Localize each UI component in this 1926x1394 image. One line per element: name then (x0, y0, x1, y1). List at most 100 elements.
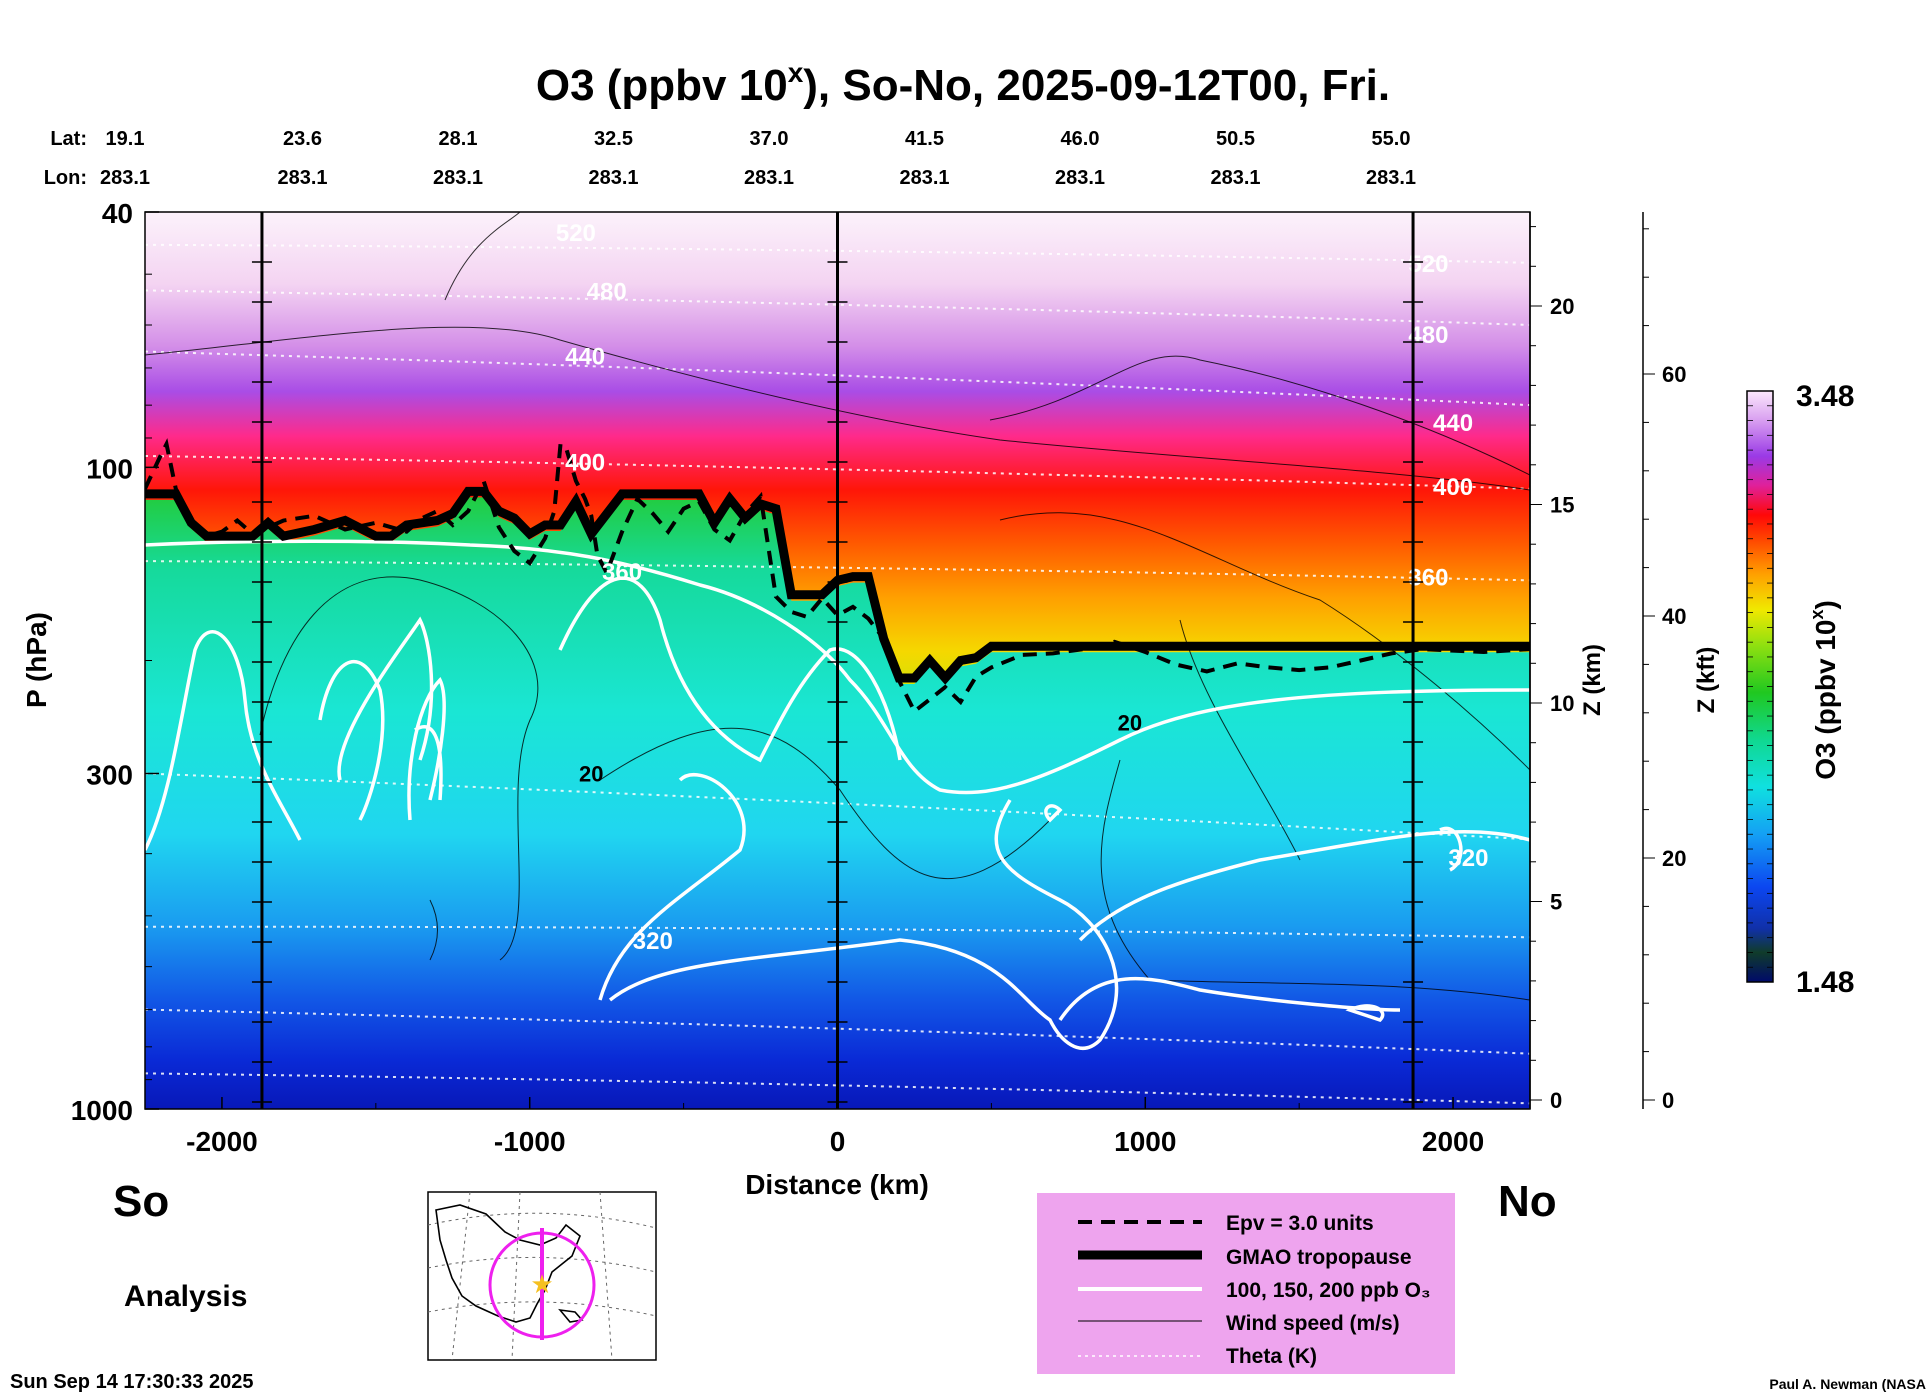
x-axis-label: Distance (km) (745, 1169, 929, 1200)
y-axis-label: P (hPa) (21, 612, 52, 708)
theta-label: 440 (1433, 410, 1473, 437)
vertical-marker-lines (251, 212, 1424, 1109)
theta-contour-line (145, 289, 1530, 326)
wind-contour-line (989, 355, 1530, 476)
lat-value: 50.5 (1216, 128, 1255, 150)
south-label: So (113, 1177, 169, 1226)
z-km-axis: 0 5 10 15 20 (1529, 212, 1574, 1113)
legend-wind: Wind speed (m/s) (1226, 1312, 1400, 1335)
legend-tropopause: GMAO tropopause (1226, 1246, 1412, 1269)
z-kft-axis-label: Z (kft) (1693, 647, 1720, 714)
lon-value: 283.1 (588, 167, 638, 189)
ozone-contour-line (407, 677, 446, 821)
ozone-contour-line (1078, 829, 1530, 942)
chart-title: O3 (ppbv 10x), So-No, 2025-09-12T00, Fri… (536, 57, 1390, 110)
lon-value: 283.1 (100, 167, 150, 189)
y-tick-label: 40 (102, 198, 133, 229)
lat-lon-header: 19.1 23.6 28.1 32.5 37.0 41.5 46.0 50.5 55.0 283.… (100, 128, 1416, 189)
theta-label: 520 (556, 220, 596, 247)
theta-label: 320 (1448, 845, 1488, 872)
theta-contour-line (145, 1072, 1530, 1105)
theta-label: 520 (1408, 251, 1448, 278)
lat-value: 41.5 (905, 128, 944, 150)
lat-value: 19.1 (106, 128, 145, 150)
theta-contour-line (145, 243, 1530, 264)
theta-label: 400 (565, 450, 605, 477)
theta-label: 480 (587, 278, 627, 305)
colorbar: 3.48 1.48 O3 (ppbv 10x) (1746, 380, 1854, 999)
lon-value: 283.1 (433, 167, 483, 189)
lon-value: 283.1 (277, 167, 327, 189)
wind-speed-contours (145, 212, 1530, 1001)
x-tick-label: -1000 (494, 1126, 566, 1157)
ozone-contour-line (558, 576, 902, 763)
z-kft-axis: 0 20 40 60 (1642, 212, 1686, 1113)
x-tick-label: 1000 (1114, 1126, 1176, 1157)
ozone-contours (145, 539, 1530, 1050)
theta-contours (145, 243, 1530, 1105)
x-tick-label: 2000 (1422, 1126, 1484, 1157)
theta-labels: 520 480 440 400 360 320 520 480 440 400 360 320 (556, 220, 1489, 955)
x-axis: -2000 -1000 0 1000 2000 (186, 1097, 1484, 1157)
z-km-tick-label: 10 (1550, 691, 1574, 716)
theta-contour-line (145, 560, 1530, 582)
lat-value: 32.5 (594, 128, 633, 150)
theta-label: 440 (565, 344, 605, 371)
z-km-tick-label: 0 (1550, 1088, 1562, 1113)
lon-label: Lon: (44, 167, 87, 189)
colorbar-max-label: 3.48 (1796, 380, 1854, 413)
z-km-tick-label: 15 (1550, 493, 1574, 518)
ozone-contour-line (1058, 976, 1401, 1021)
wind-contour-line (259, 576, 539, 961)
lat-value: 55.0 (1372, 128, 1411, 150)
ozone-contour-line (1439, 826, 1463, 872)
legend-ozone: 100, 150, 200 ppb O₃ (1226, 1279, 1431, 1302)
wind-contour-line (599, 727, 1051, 879)
timestamp: Sun Sep 14 17:30:33 2025 (10, 1371, 253, 1393)
legend-epv: Epv = 3.0 units (1226, 1212, 1374, 1235)
y-axis: 1000 300 100 40 (71, 198, 159, 1126)
y-tick-label: 100 (86, 453, 133, 484)
z-kft-tick-label: 20 (1662, 846, 1686, 871)
lat-value: 23.6 (283, 128, 322, 150)
legend-theta: Theta (K) (1226, 1345, 1317, 1368)
theta-label: 320 (633, 928, 673, 955)
map-star-icon: ★ (530, 1270, 553, 1300)
lat-value: 37.0 (750, 128, 789, 150)
theta-contour-line (145, 925, 1530, 939)
lon-value: 283.1 (1210, 167, 1260, 189)
credit: Paul A. Newman (NASA (1769, 1376, 1926, 1392)
ozone-contour-line (145, 539, 1530, 795)
lon-value: 283.1 (744, 167, 794, 189)
analysis-label: Analysis (124, 1280, 247, 1313)
wind-contour-line (429, 899, 438, 961)
theta-label: 480 (1408, 322, 1448, 349)
ozone-contour-line (1044, 804, 1063, 823)
wind-label: 20 (579, 761, 603, 786)
z-kft-tick-label: 40 (1662, 604, 1686, 629)
ozone-contour-line (1345, 1004, 1385, 1023)
wind-contour-line (1100, 759, 1530, 1001)
lon-value: 283.1 (1366, 167, 1416, 189)
colorbar-min-label: 1.48 (1796, 966, 1854, 999)
z-km-axis-label: Z (km) (1579, 644, 1606, 716)
x-tick-label: 0 (830, 1126, 846, 1157)
lon-value: 283.1 (1055, 167, 1105, 189)
north-label: No (1498, 1177, 1557, 1226)
ozone-contour-line (608, 799, 1119, 1050)
wind-contour-line (444, 212, 521, 301)
theta-label: 400 (1433, 474, 1473, 501)
z-km-tick-label: 20 (1550, 294, 1574, 319)
gmao-tropopause-line (145, 486, 1530, 685)
legend: Epv = 3.0 units GMAO tropopause 100, 150… (1037, 1193, 1455, 1374)
colorbar-label: O3 (ppbv 10x) (1807, 600, 1841, 780)
lat-value: 46.0 (1061, 128, 1100, 150)
wind-contour-line (999, 512, 1530, 771)
ozone-contour-line (598, 773, 746, 1001)
lat-label: Lat: (50, 128, 87, 150)
x-tick-label: -2000 (186, 1126, 258, 1157)
lat-value: 28.1 (439, 128, 478, 150)
wind-label: 20 (1118, 711, 1142, 736)
